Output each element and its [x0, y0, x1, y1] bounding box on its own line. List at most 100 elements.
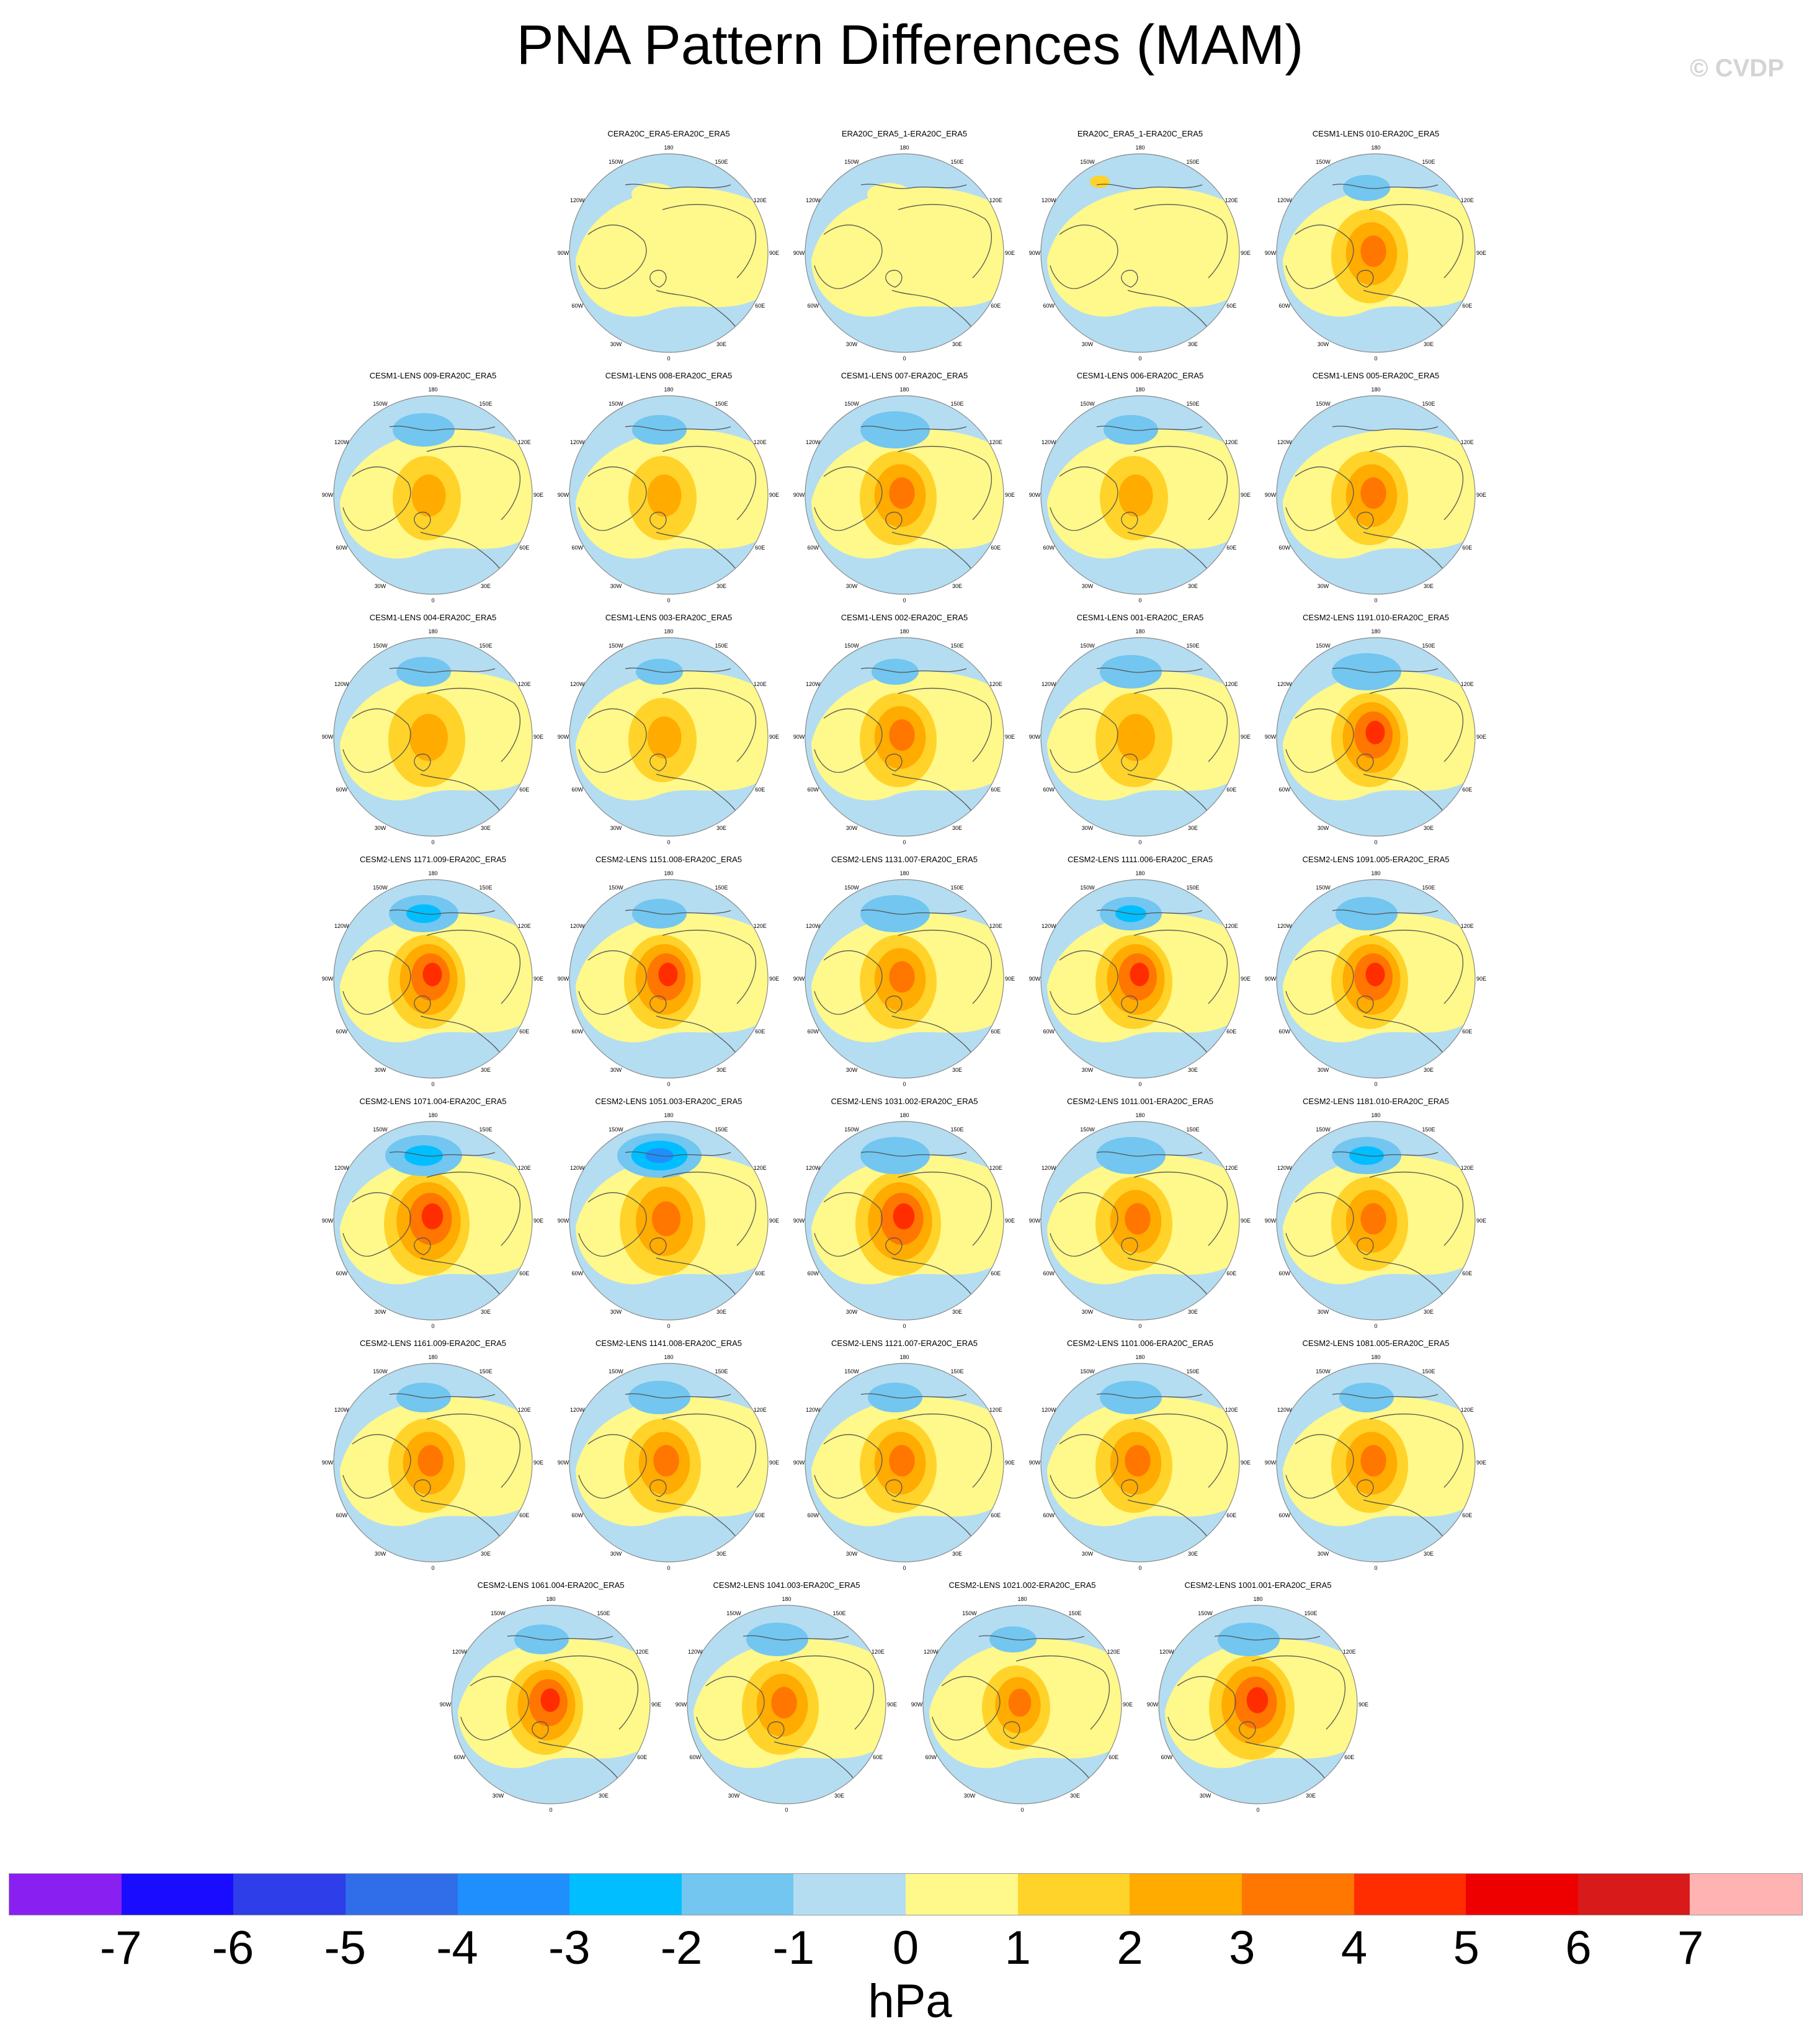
pacific-anomaly-contour: [867, 183, 911, 205]
colorbar-box: [9, 1874, 122, 1915]
colorbar-box: [681, 1874, 794, 1915]
longitude-label: 90W: [558, 1218, 569, 1224]
coastline: [662, 1171, 757, 1246]
coastline: [1121, 1237, 1138, 1255]
map-boundary-circle: [805, 395, 1004, 595]
polar-anomaly-contour: [421, 1203, 444, 1229]
coastline: [414, 754, 431, 772]
longitude-label: 0: [667, 1081, 670, 1087]
longitude-label: 180: [664, 870, 673, 876]
longitude-label: 0: [1374, 1323, 1377, 1329]
longitude-label: 120E: [1461, 923, 1474, 929]
longitude-label: 90W: [558, 492, 569, 498]
map-boundary-circle: [451, 1605, 651, 1804]
polar-stereographic-map: 180 150E 120E 90E 60E 30E 0 30W 60W 90W 120W 150W: [911, 1596, 1133, 1813]
longitude-label: 90E: [533, 1460, 543, 1466]
longitude-label: 0: [1374, 1565, 1377, 1571]
longitude-label: 60E: [991, 1028, 1001, 1035]
colorbar-tick-label: 4: [1340, 1922, 1368, 1974]
coastline: [414, 512, 431, 530]
coastline: [414, 1237, 431, 1255]
panel-title: CESM2-LENS 1051.003-ERA20C_ERA5: [595, 1097, 743, 1106]
longitude-label: 180: [1135, 1354, 1144, 1360]
figure-title: PNA Pattern Differences (MAM): [516, 14, 1304, 76]
longitude-label: 120W: [688, 1649, 703, 1655]
colorbar-box: [1466, 1874, 1578, 1915]
longitude-label: 90E: [1476, 1218, 1486, 1224]
coastline: [1369, 445, 1464, 520]
coastline: [1357, 512, 1374, 530]
coastline: [814, 1434, 883, 1499]
longitude-label: 90E: [1476, 734, 1486, 740]
panel-title: CESM2-LENS 1191.010-ERA20C_ERA5: [1302, 613, 1450, 622]
colorbar-box: [1017, 1874, 1130, 1915]
longitude-label: 150W: [1080, 401, 1095, 407]
map-panel: CESM2-LENS 1071.004-ERA20C_ERA5 180 150E 12…: [318, 1097, 548, 1336]
longitude-label: 120W: [806, 923, 821, 929]
map-boundary-circle: [569, 395, 769, 595]
panel-title: CESM2-LENS 1151.008-ERA20C_ERA5: [595, 855, 743, 864]
longitude-label: 180: [899, 145, 909, 151]
coastline: [426, 929, 521, 1004]
longitude-label: 30E: [716, 1551, 726, 1557]
coastline: [625, 909, 731, 915]
longitude-label: 60W: [1043, 545, 1055, 551]
polar-stereographic-map: 180 150E 120E 90E 60E 30E 0 30W 60W 90W 120W 150W: [558, 870, 779, 1087]
polar-anomaly-contour: [1365, 721, 1385, 744]
longitude-label: 0: [903, 1081, 906, 1087]
longitude-label: 30E: [952, 1551, 962, 1557]
longitude-label: 90W: [676, 1701, 687, 1708]
longitude-label: 150E: [1186, 1368, 1199, 1375]
map-panel: CESM2-LENS 1141.008-ERA20C_ERA5 180 150E 12…: [554, 1339, 783, 1578]
longitude-label: 120W: [570, 439, 585, 445]
panel-title: CESM1-LENS 004-ERA20C_ERA5: [369, 613, 497, 622]
longitude-label: 0: [1374, 355, 1377, 362]
coastline: [1015, 1655, 1110, 1730]
coastline: [414, 1479, 431, 1497]
longitude-label: 60E: [1462, 1512, 1472, 1518]
longitude-label: 90E: [769, 250, 779, 256]
longitude-label: 180: [664, 386, 673, 393]
coastline: [389, 1151, 496, 1157]
coastline: [885, 512, 903, 530]
colorbar-box: [345, 1874, 458, 1915]
polar-anomaly-contour: [1360, 1203, 1386, 1235]
longitude-label: 30W: [846, 1551, 858, 1557]
longitude-label: 90W: [793, 734, 805, 740]
longitude-label: 90W: [558, 250, 569, 256]
colorbar-tick-label: 2: [1117, 1922, 1143, 1974]
longitude-label: 60E: [1344, 1754, 1354, 1760]
longitude-label: 30W: [964, 1793, 976, 1799]
coastline: [885, 1237, 903, 1255]
map-panel: CESM2-LENS 1081.005-ERA20C_ERA5 180 150E 12…: [1261, 1339, 1491, 1578]
longitude-label: 0: [1138, 1081, 1141, 1087]
map-boundary-circle: [1040, 1363, 1240, 1562]
polar-anomaly-contour: [422, 963, 442, 986]
longitude-label: 60W: [336, 787, 348, 793]
polar-anomaly-contour: [653, 1445, 679, 1477]
longitude-label: 180: [428, 1112, 437, 1118]
longitude-label: 150E: [479, 1126, 492, 1133]
coastline: [1003, 1721, 1020, 1739]
map-boundary-circle: [1276, 153, 1476, 353]
positive-anomaly-region: [811, 187, 1004, 317]
longitude-label: 30W: [1200, 1793, 1211, 1799]
coastline: [662, 203, 757, 279]
longitude-label: 90W: [793, 976, 805, 982]
longitude-label: 120E: [989, 681, 1002, 687]
longitude-label: 60E: [991, 1270, 1001, 1277]
longitude-label: 180: [1253, 1596, 1262, 1602]
longitude-label: 30W: [846, 583, 858, 589]
longitude-label: 30E: [952, 825, 962, 831]
longitude-label: 30W: [375, 583, 386, 589]
longitude-label: 30W: [1082, 1551, 1094, 1557]
polar-stereographic-map: 180 150E 120E 90E 60E 30E 0 30W 60W 90W 120W 150W: [558, 628, 779, 845]
longitude-label: 180: [664, 1354, 673, 1360]
coastline: [662, 445, 757, 520]
longitude-label: 120W: [1042, 681, 1056, 687]
coastline: [1096, 184, 1203, 189]
longitude-label: 30W: [1082, 825, 1094, 831]
longitude-label: 0: [431, 1565, 434, 1571]
map-panel: CESM2-LENS 1151.008-ERA20C_ERA5 180 150E 12…: [554, 855, 783, 1094]
colorbar-box: [1690, 1874, 1802, 1915]
